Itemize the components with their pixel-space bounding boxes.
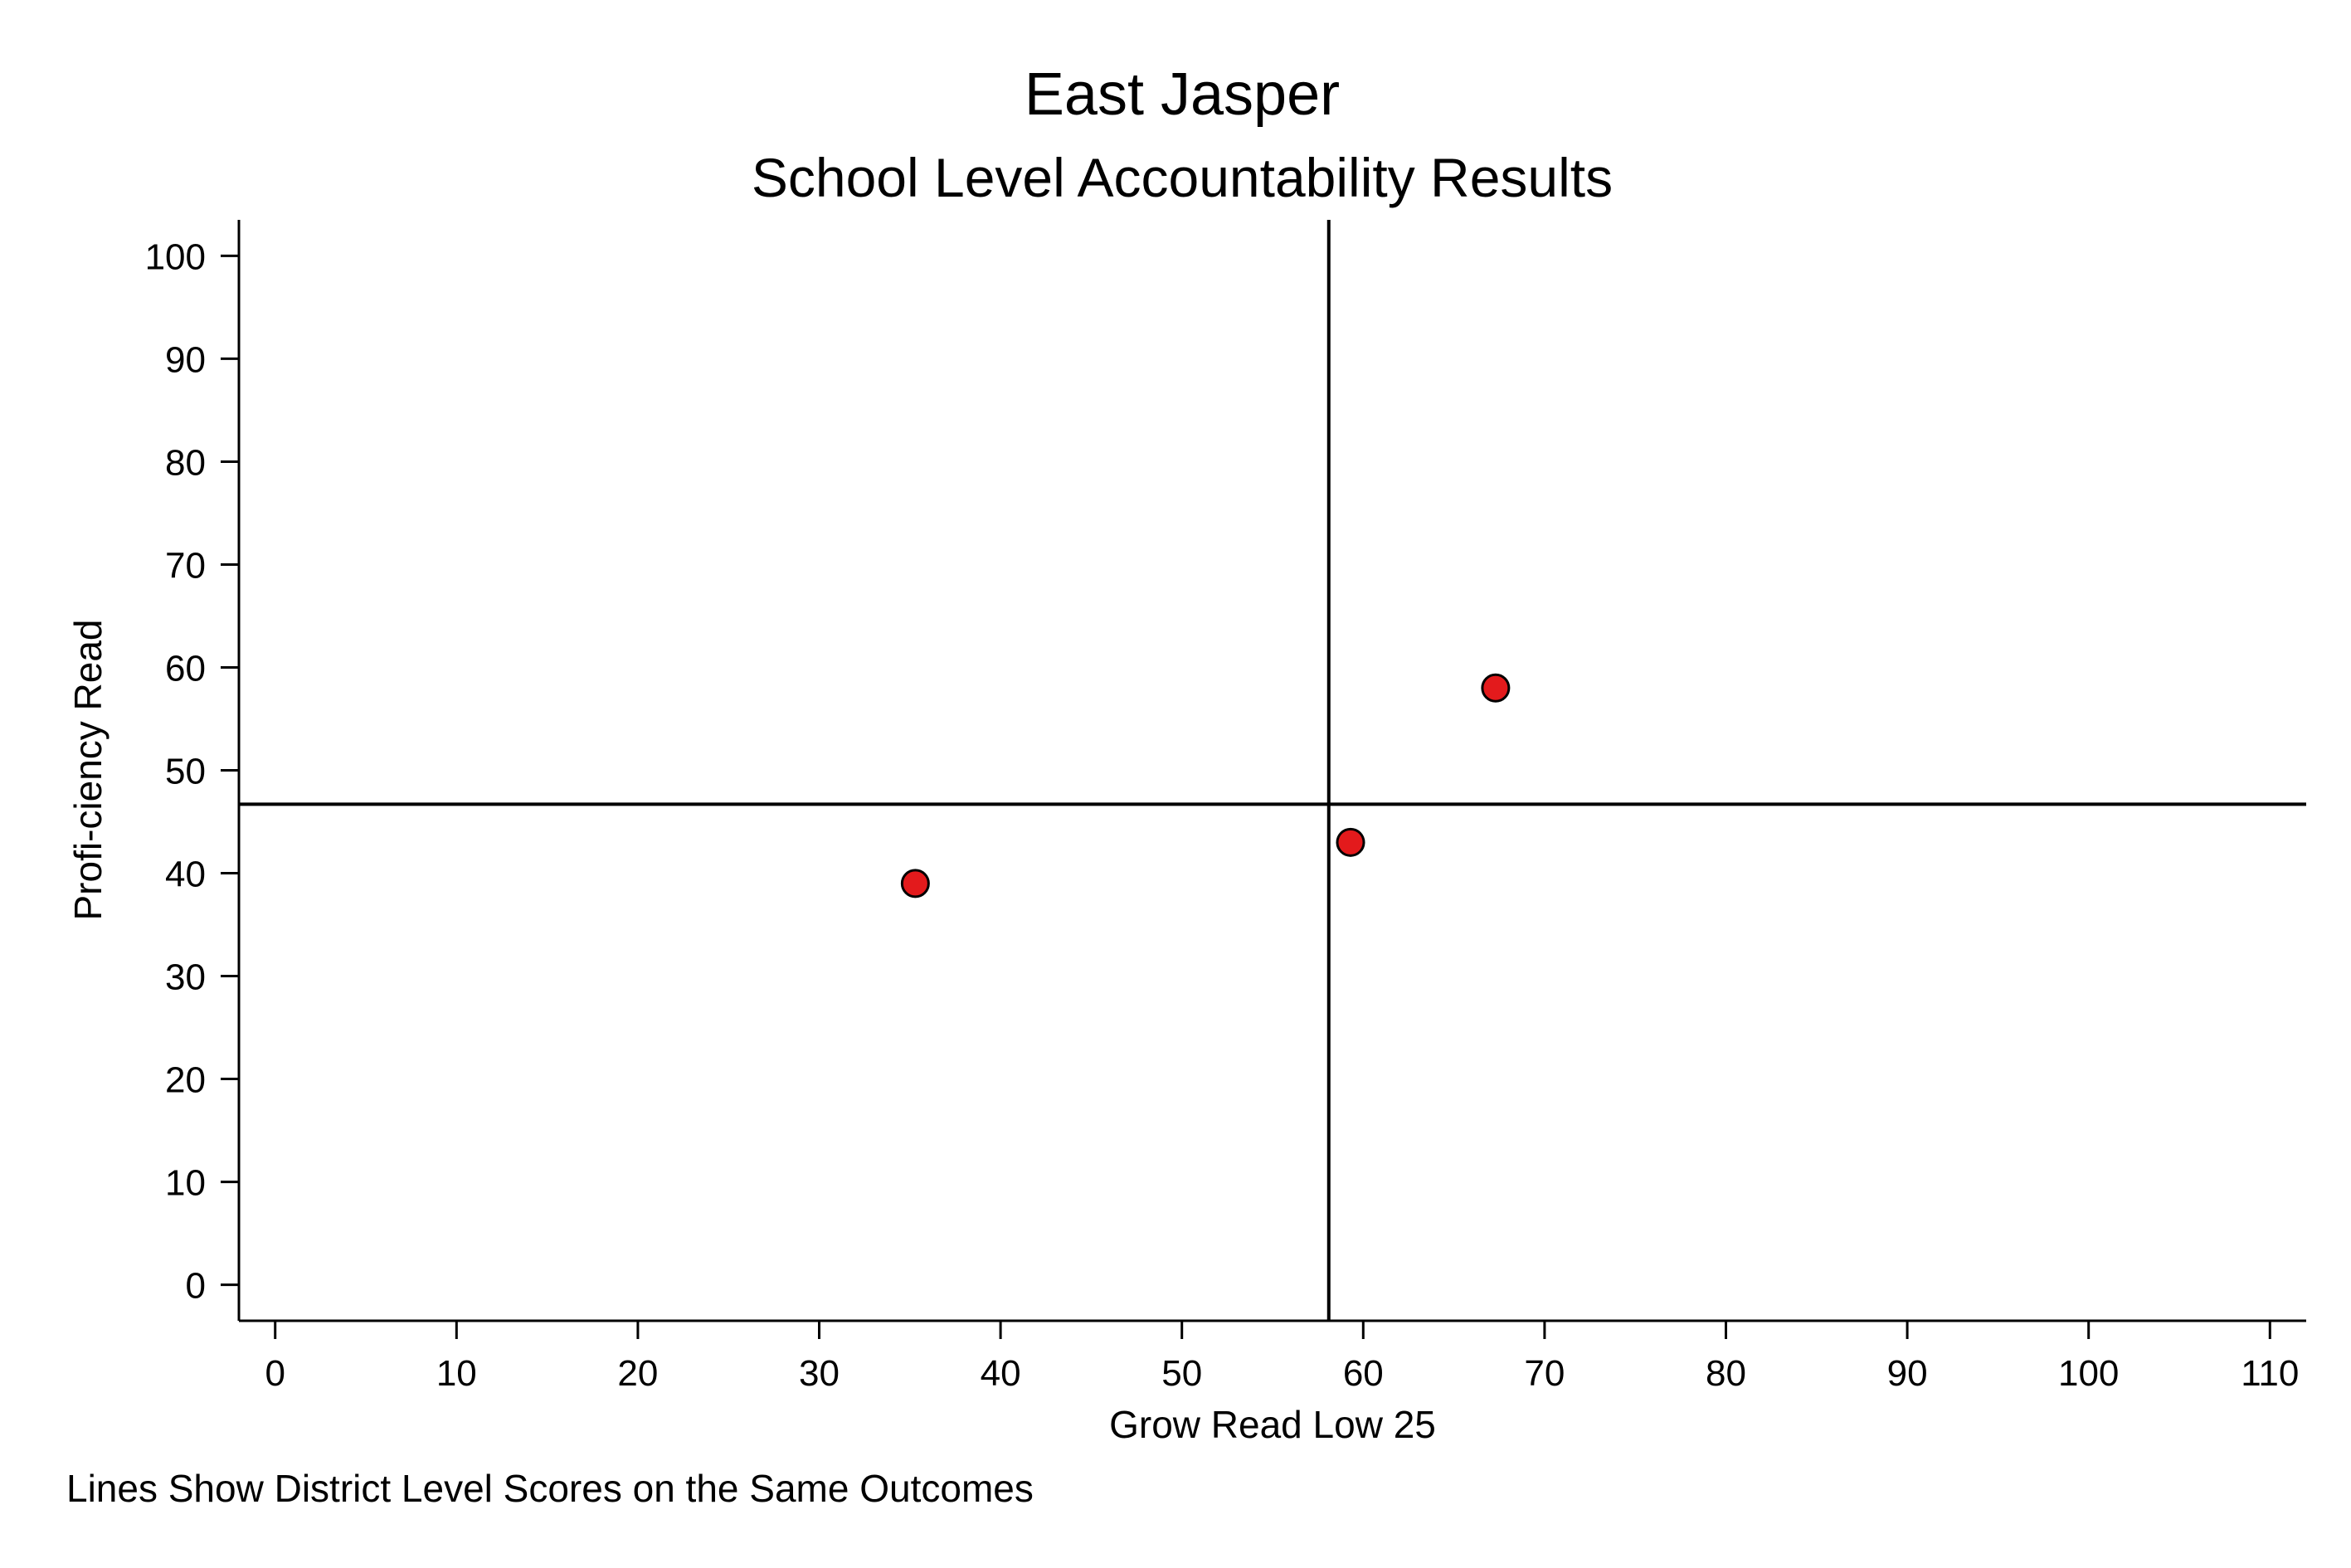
x-tick-label: 60 — [1343, 1353, 1384, 1394]
chart-subtitle: School Level Accountability Results — [752, 147, 1613, 208]
x-tick-label: 0 — [265, 1353, 285, 1394]
y-axis-ticks: 0 10 20 30 40 50 60 70 80 90 100 — [145, 236, 239, 1307]
x-tick-label: 70 — [1524, 1353, 1565, 1394]
y-tick-label: 10 — [165, 1163, 206, 1204]
x-tick-label: 40 — [981, 1353, 1021, 1394]
y-tick-label: 0 — [186, 1266, 206, 1307]
school-point — [1481, 673, 1511, 703]
footnote: Lines Show District Level Scores on the … — [66, 1467, 1034, 1510]
school-point — [1336, 827, 1365, 857]
y-tick-label: 80 — [165, 442, 206, 483]
x-tick-label: 10 — [436, 1353, 477, 1394]
y-tick-label: 30 — [165, 957, 206, 998]
chart-title: East Jasper — [1025, 61, 1340, 128]
y-tick-label: 100 — [145, 236, 206, 277]
y-tick-label: 70 — [165, 545, 206, 586]
plot-area: 0 10 20 30 40 50 60 70 80 90 100 110 0 10 20 30 40 50 60 7… — [145, 220, 2306, 1394]
y-tick-label: 60 — [165, 648, 206, 689]
data-points — [900, 673, 1511, 898]
y-tick-label: 90 — [165, 339, 206, 380]
x-tick-label: 100 — [2058, 1353, 2119, 1394]
y-tick-label: 20 — [165, 1060, 206, 1101]
x-tick-label: 110 — [2241, 1353, 2299, 1394]
school-point — [900, 869, 930, 898]
x-tick-label: 50 — [1161, 1353, 1202, 1394]
x-tick-label: 80 — [1706, 1353, 1746, 1394]
x-tick-label: 90 — [1887, 1353, 1928, 1394]
district-reference-lines — [239, 220, 2306, 1321]
x-axis-ticks: 0 10 20 30 40 50 60 70 80 90 100 110 — [265, 1321, 2299, 1394]
y-tick-label: 50 — [165, 752, 206, 792]
y-axis-label: Profi-ciency Read — [66, 619, 110, 920]
x-tick-label: 30 — [799, 1353, 840, 1394]
x-tick-label: 20 — [617, 1353, 658, 1394]
y-tick-label: 40 — [165, 855, 206, 895]
x-axis-label: Grow Read Low 25 — [1109, 1403, 1436, 1446]
